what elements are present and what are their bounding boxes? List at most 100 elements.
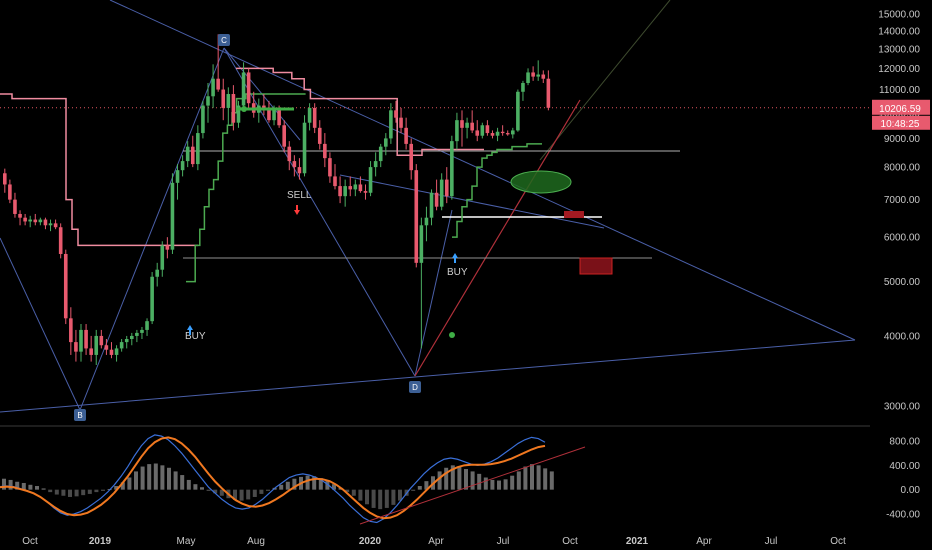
candle-body	[348, 186, 353, 190]
buy-arrow-icon	[187, 325, 193, 335]
histogram-bar	[101, 489, 105, 491]
candle-body	[267, 110, 271, 121]
histogram-bar	[497, 480, 501, 490]
histogram-bar	[371, 489, 376, 508]
candle-body	[130, 335, 134, 339]
histogram-bar	[318, 478, 323, 490]
candle-body	[150, 276, 154, 322]
histogram-bar	[200, 487, 204, 490]
pivot-label: B	[77, 411, 82, 420]
candle-body	[531, 72, 535, 77]
candle-body	[536, 74, 540, 77]
red-zone-box	[579, 257, 613, 275]
countdown-tag	[872, 115, 930, 130]
candle-body	[505, 133, 510, 135]
candle-body	[18, 213, 22, 218]
annotations: B C D BUY BUY SELL	[74, 34, 613, 421]
time-axis[interactable]: Oct 2019 May Aug 2020 Apr Jul Oct 2021 Apr Jul Oct	[22, 536, 846, 547]
red-trend-line	[414, 99, 581, 377]
candle-body	[409, 143, 413, 171]
candle-body	[546, 78, 551, 108]
histogram-bar	[450, 465, 455, 490]
pivot-label: D	[412, 383, 418, 392]
histogram-bar	[233, 489, 237, 501]
candle-body	[328, 158, 332, 177]
candle-body	[38, 219, 43, 223]
pivot-marker	[218, 34, 230, 46]
candle-body	[221, 89, 226, 108]
countdown-value: 10:48:25	[881, 119, 920, 130]
candle-body	[399, 117, 403, 128]
candle-body	[79, 329, 83, 352]
histogram-bar	[167, 467, 171, 490]
histogram-bar	[120, 482, 125, 490]
price-tick-label: 13000.00	[878, 44, 920, 55]
candle-body	[363, 191, 368, 193]
price-tick-label: 6000.00	[884, 233, 921, 244]
osc-tick-label: -400.00	[886, 510, 920, 521]
histogram-bar	[312, 476, 317, 490]
candle-body	[206, 96, 210, 106]
histogram-bar	[384, 489, 389, 508]
candle-body	[358, 184, 363, 192]
pivot-label: C	[221, 36, 227, 45]
candle-body	[495, 131, 500, 136]
histogram-bar	[398, 489, 402, 501]
candle-body	[58, 227, 63, 254]
time-tick-label: Jul	[497, 536, 510, 547]
histogram-bar	[239, 489, 244, 501]
histogram-bar	[549, 471, 554, 490]
candle-body	[389, 110, 393, 139]
histogram-bar	[8, 479, 13, 490]
histogram-bar	[279, 484, 284, 490]
support-step-line	[452, 143, 542, 238]
histogram-bar	[266, 489, 270, 491]
candle-body	[165, 245, 170, 250]
trend-line	[109, 0, 856, 341]
histogram-bar	[358, 489, 363, 501]
pivot-marker	[409, 381, 421, 393]
histogram-bar	[87, 489, 92, 494]
candlesticks	[3, 34, 551, 365]
histogram-bar	[74, 489, 79, 497]
candle-body	[287, 146, 292, 162]
candle-body	[272, 110, 276, 121]
candle-body	[323, 143, 327, 159]
histogram-bar	[285, 481, 290, 490]
histogram-bar	[470, 471, 475, 490]
candle-body	[450, 141, 454, 197]
histogram-bar	[15, 481, 20, 490]
candle-body	[236, 105, 241, 123]
candle-body	[196, 133, 200, 165]
histogram-bar	[536, 465, 541, 490]
histogram-bar	[21, 482, 26, 490]
candle-body	[424, 217, 429, 226]
histogram-bar	[35, 486, 39, 490]
price-tick-label: 5000.00	[884, 277, 921, 288]
candle-body	[394, 110, 398, 118]
candle-body	[302, 122, 307, 174]
price-axis[interactable]: 15000.00 14000.00 13000.00 12000.00 11000.00…	[872, 10, 930, 413]
candle-body	[135, 332, 139, 336]
candle-body	[246, 72, 251, 104]
trend-line	[0, 339, 856, 413]
signal-line	[0, 436, 546, 520]
time-tick-label: Aug	[247, 536, 265, 547]
candle-body	[429, 192, 434, 218]
histogram-bar	[345, 489, 350, 493]
price-tick-label: 3000.00	[884, 402, 921, 413]
candle-body	[63, 253, 68, 319]
candle-body	[475, 130, 480, 136]
candle-body	[226, 94, 231, 108]
buy-arrow-icon	[452, 253, 458, 263]
candle-body	[353, 184, 358, 190]
candle-body	[84, 329, 88, 349]
candle-body	[378, 146, 383, 162]
candle-body	[434, 192, 439, 207]
candle-body	[53, 223, 58, 228]
histogram-bar	[193, 484, 198, 490]
candle-body	[145, 321, 149, 330]
candle-body	[490, 133, 495, 136]
histogram-bar	[503, 479, 508, 490]
